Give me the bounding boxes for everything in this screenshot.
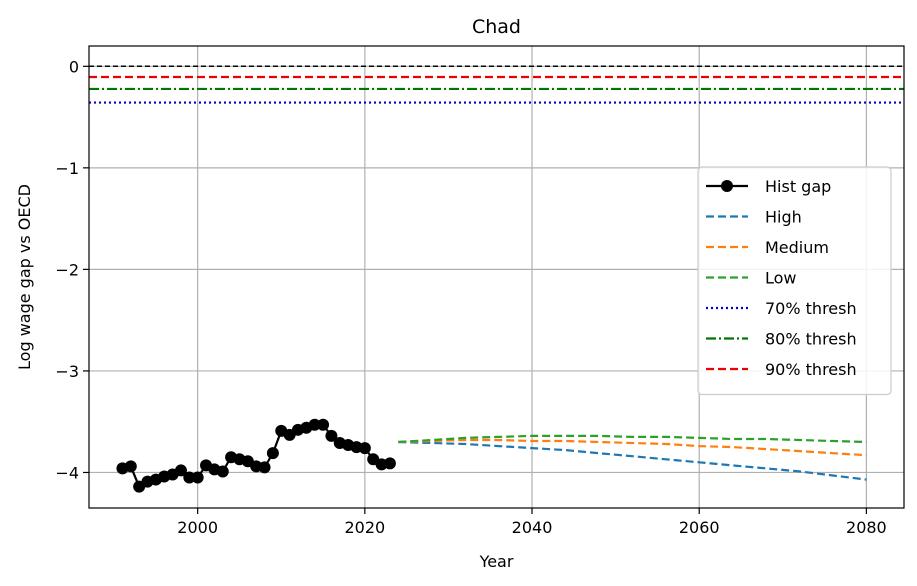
series-medium (398, 438, 867, 457)
hist-gap-point (258, 461, 271, 474)
x-tick-label: 2000 (177, 518, 218, 537)
x-tick-label: 2020 (344, 518, 385, 537)
axis-ticks: 2000 2020 2040 2060 2080 0 −1 −2 −3 −4 (55, 57, 886, 537)
chart-title: Chad (472, 16, 521, 38)
legend-label: 90% thresh (765, 360, 857, 379)
hist-gap-point (183, 471, 196, 484)
hist-gap-point (308, 418, 321, 431)
series-high (398, 440, 867, 481)
hist-gap-point (266, 447, 279, 460)
legend-label: Low (765, 269, 797, 288)
y-axis-label: Log wage gap vs OECD (15, 184, 34, 370)
series-low (398, 434, 867, 444)
legend-label: 80% thresh (765, 330, 857, 349)
legend-label: Medium (765, 238, 829, 257)
x-axis-label: Year (479, 552, 514, 571)
legend: Hist gap High Medium Low 70% thresh 80% thres… (697, 166, 892, 396)
hist-gap-point (325, 429, 338, 442)
legend-label: High (765, 208, 802, 227)
hist-gap-point (358, 442, 371, 455)
legend-label: 70% thresh (765, 299, 857, 318)
hist-gap-point (216, 465, 229, 478)
x-tick-label: 2040 (512, 518, 553, 537)
y-tick-label: 0 (69, 57, 79, 76)
y-tick-label: −2 (55, 260, 79, 279)
hist-gap-point (383, 457, 396, 470)
hist-gap-point (317, 418, 330, 431)
legend-marker (721, 180, 733, 192)
x-tick-label: 2060 (679, 518, 720, 537)
plot-lines (89, 65, 904, 493)
hist-gap-point (191, 471, 204, 484)
y-tick-label: −1 (55, 159, 79, 178)
legend-label: Hist gap (765, 177, 831, 196)
y-tick-label: −3 (55, 362, 79, 381)
hist-gap-point (124, 460, 137, 473)
y-tick-label: −4 (55, 463, 79, 482)
x-tick-label: 2080 (846, 518, 887, 537)
hist-gap-point (174, 464, 187, 477)
plot-frame (88, 45, 905, 509)
